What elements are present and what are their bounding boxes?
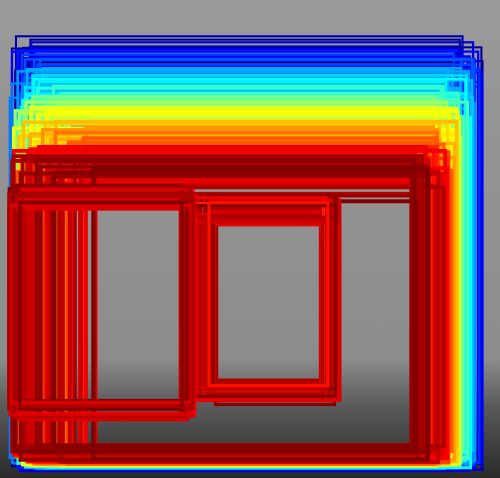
bounding-box: [207, 201, 330, 388]
bounding-box: [91, 166, 430, 461]
bounding-box: [52, 170, 417, 449]
bounding-boxes: [7, 35, 484, 473]
bounding-box: [18, 201, 184, 411]
